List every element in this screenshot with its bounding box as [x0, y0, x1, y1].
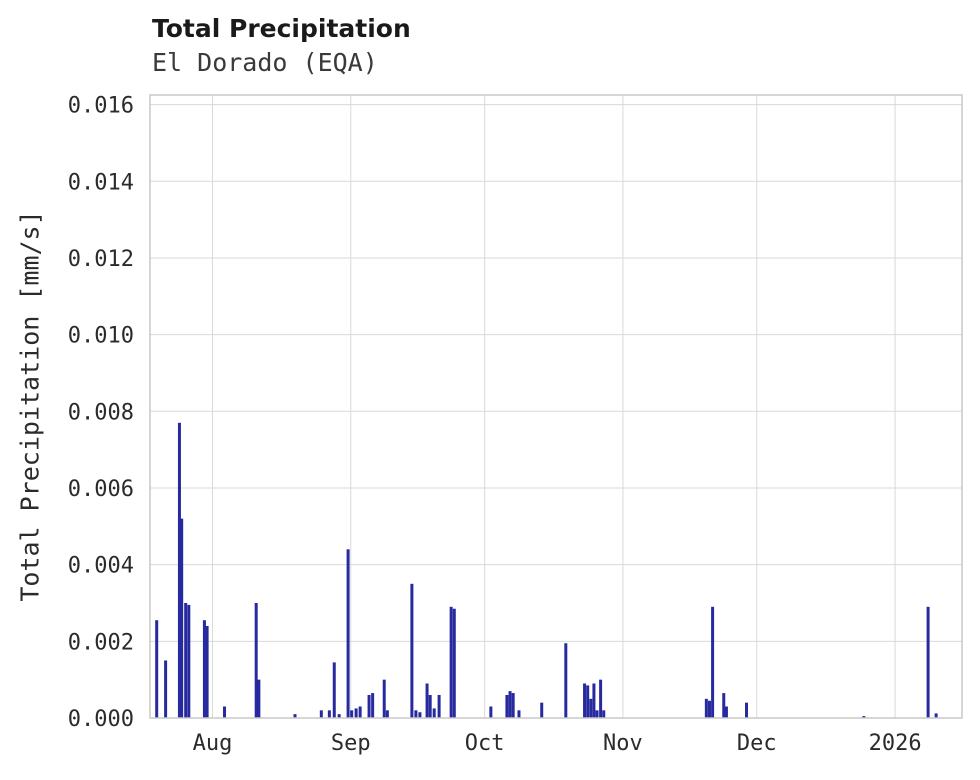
y-tick-label: 0.004 — [68, 554, 134, 579]
precip-spike — [428, 694, 432, 718]
x-tick-label: Nov — [603, 731, 643, 756]
y-axis-label: Total Precipitation [mm/s] — [15, 210, 45, 602]
x-tick-label: Sep — [331, 731, 371, 756]
precip-spike — [602, 710, 606, 718]
precip-spike — [164, 660, 168, 718]
precip-spike — [505, 694, 509, 718]
precip-spike — [358, 706, 362, 718]
plot-border — [149, 94, 963, 719]
precip-spike — [327, 710, 331, 718]
precip-spike — [722, 693, 726, 718]
precip-spike — [449, 606, 453, 718]
y-tick-label: 0.014 — [68, 170, 134, 195]
x-tick-label: Oct — [465, 731, 505, 756]
precip-spike — [599, 679, 603, 718]
precip-spike — [452, 608, 456, 718]
chart-subtitle: El Dorado (EQA) — [152, 48, 378, 77]
precip-spike — [202, 620, 206, 718]
x-tick-label: Aug — [193, 731, 233, 756]
precip-spike — [257, 679, 261, 718]
precip-spike — [583, 683, 587, 718]
precip-spike — [592, 683, 596, 718]
precip-spike — [517, 710, 521, 718]
precip-spike — [564, 643, 568, 718]
precip-spike — [595, 710, 599, 718]
precip-spike — [319, 710, 323, 718]
y-tick-label: 0.000 — [68, 707, 134, 732]
precip-spike — [489, 706, 493, 718]
precip-spike — [414, 710, 418, 718]
precip-spike — [354, 708, 358, 718]
y-tick-label: 0.008 — [68, 400, 134, 425]
precip-spike — [540, 702, 544, 718]
precip-spike — [350, 710, 354, 718]
precip-spike — [589, 698, 593, 718]
y-tick-label: 0.010 — [68, 324, 134, 349]
precip-spike — [418, 712, 422, 718]
precip-spike — [511, 693, 515, 718]
y-tick-label: 0.016 — [68, 94, 134, 119]
precip-spike — [187, 604, 191, 718]
precip-spike — [934, 713, 938, 718]
chart-title: Total Precipitation — [152, 14, 411, 43]
precip-spike — [508, 691, 512, 718]
precip-spike — [177, 422, 181, 718]
precip-spike — [382, 679, 386, 718]
precip-spike — [586, 685, 590, 718]
y-tick-label: 0.006 — [68, 477, 134, 502]
precip-spike — [704, 698, 708, 718]
precip-spike — [724, 706, 728, 718]
precip-spike — [180, 518, 184, 718]
precip-spike — [254, 602, 258, 718]
precip-spike — [410, 583, 414, 718]
precip-spike — [432, 708, 436, 718]
precip-spike — [425, 683, 429, 718]
precip-spike — [346, 549, 350, 718]
precip-spike — [205, 625, 209, 718]
precip-spike — [223, 706, 227, 718]
precip-spike — [745, 702, 749, 718]
precip-spike — [371, 693, 375, 718]
precip-spike — [385, 710, 389, 718]
precip-spike — [367, 694, 371, 718]
y-tick-label: 0.002 — [68, 630, 134, 655]
precip-spike — [862, 716, 866, 718]
precip-spike — [707, 700, 711, 718]
precip-spike — [711, 606, 715, 718]
x-tick-label: 2026 — [869, 731, 922, 756]
precip-spike — [332, 662, 336, 718]
x-tick-label: Dec — [737, 731, 777, 756]
precip-spike — [293, 714, 297, 718]
precip-spike — [437, 694, 441, 718]
precip-spike — [184, 602, 188, 718]
precip-spike — [155, 620, 159, 718]
precip-spike — [337, 714, 341, 718]
y-tick-label: 0.012 — [68, 247, 134, 272]
precip-spike — [926, 606, 930, 718]
